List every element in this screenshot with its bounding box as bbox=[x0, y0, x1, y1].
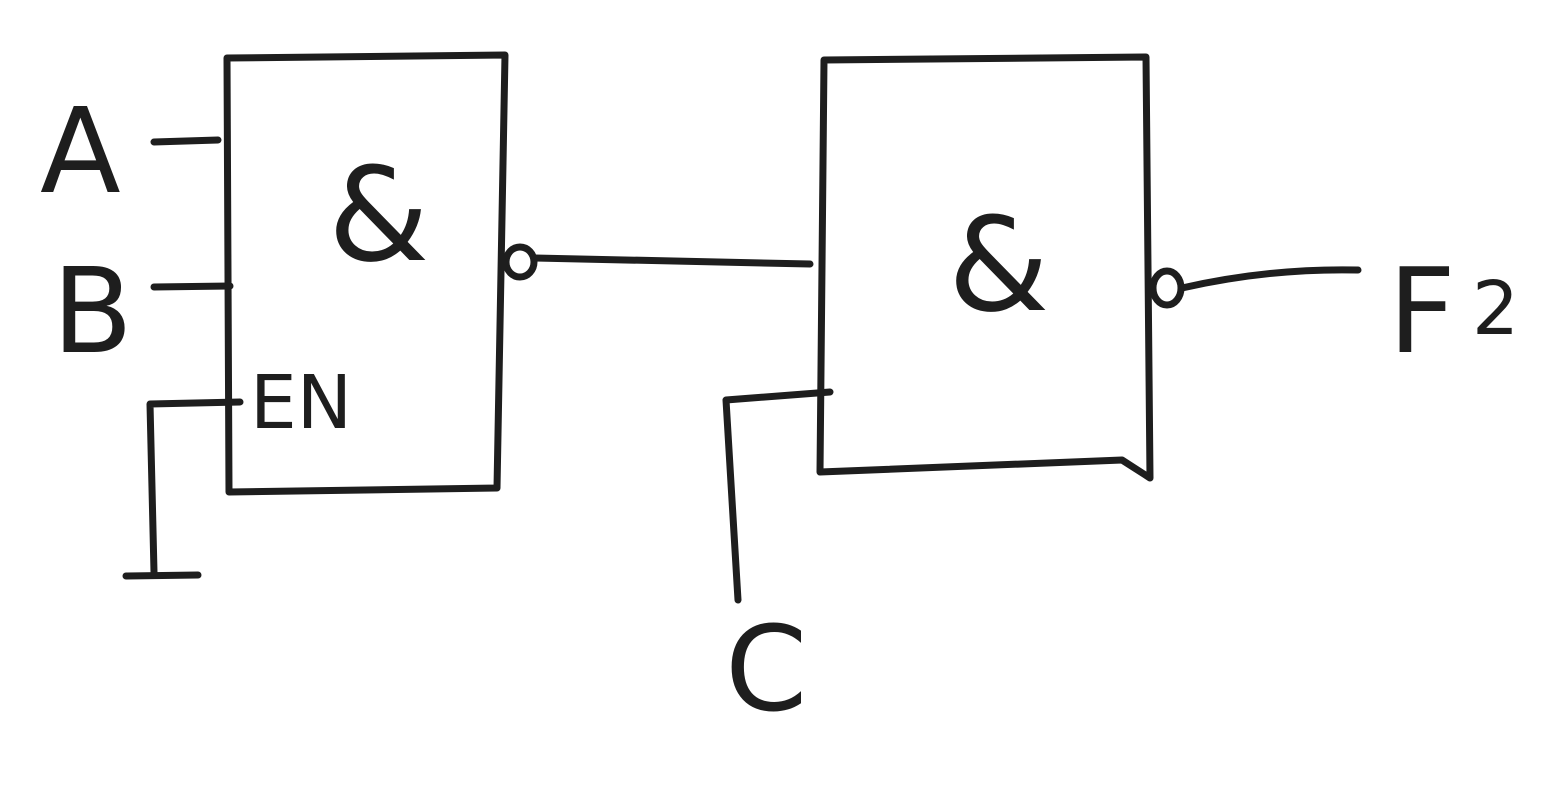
gate-2-body bbox=[816, 53, 1154, 482]
gate-1-output-bubble bbox=[502, 243, 538, 281]
input-a-wire bbox=[150, 136, 222, 146]
input-b-wire bbox=[150, 282, 234, 291]
gate-1: & EN bbox=[223, 51, 538, 496]
gate-2-symbol: & bbox=[948, 189, 1049, 341]
input-b-label: B bbox=[52, 242, 133, 380]
ground-symbol bbox=[122, 571, 202, 580]
enable-ground bbox=[122, 398, 244, 580]
enable-wire bbox=[146, 398, 244, 576]
input-c-wire bbox=[722, 388, 834, 604]
output-label: F bbox=[1388, 242, 1456, 380]
gate-1-body bbox=[223, 51, 509, 496]
input-b: B bbox=[52, 242, 234, 380]
input-a: A bbox=[40, 82, 222, 220]
output-wire bbox=[1178, 266, 1362, 292]
input-c: C bbox=[722, 388, 834, 738]
inter-gate-wire bbox=[531, 254, 814, 268]
output-subscript: 2 bbox=[1472, 266, 1519, 352]
input-a-label: A bbox=[40, 82, 121, 220]
gate-2: & bbox=[816, 53, 1185, 482]
input-c-label: C bbox=[725, 600, 807, 738]
gate-1-enable-label: EN bbox=[250, 360, 352, 446]
gate-1-symbol: & bbox=[328, 139, 429, 291]
output-f2: F 2 bbox=[1178, 242, 1519, 380]
gate-2-output-bubble bbox=[1149, 267, 1185, 309]
